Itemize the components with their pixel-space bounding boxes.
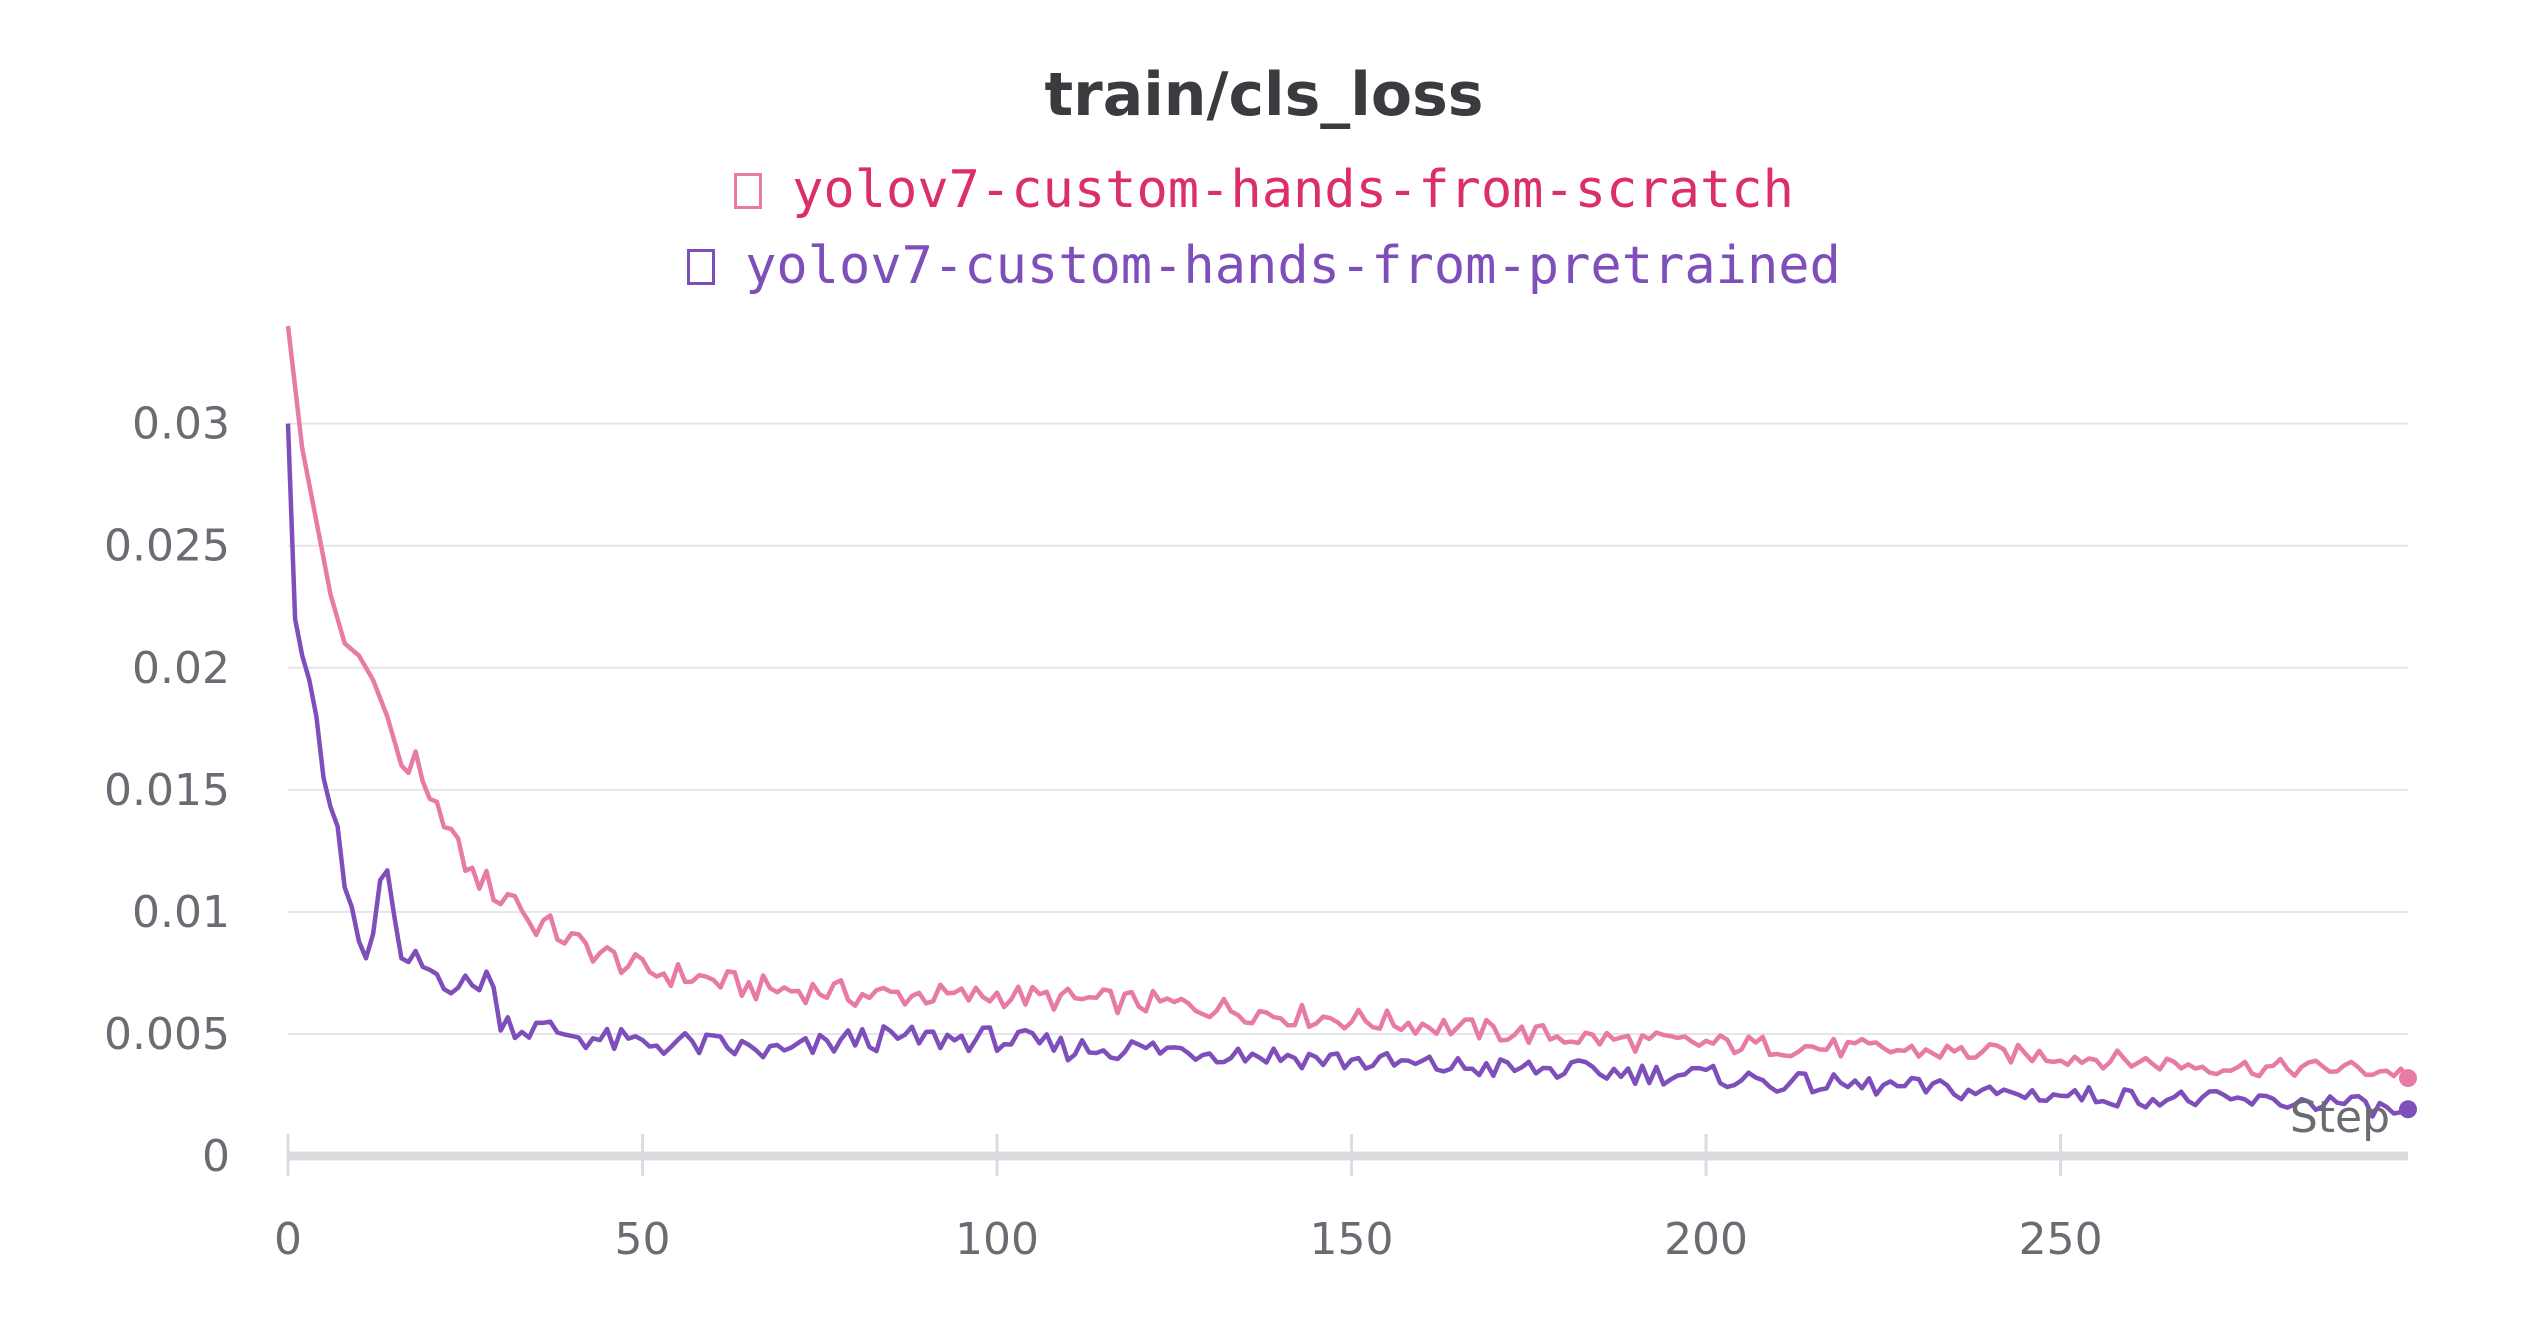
legend-swatch-pretrained [687, 249, 716, 285]
x-tick-label: 50 [615, 1214, 671, 1265]
end-point-pretrained [2399, 1100, 2417, 1119]
y-tick-label: 0.03 [132, 399, 230, 450]
x-tick-label: 0 [274, 1214, 302, 1265]
legend-label-pretrained: yolov7-custom-hands-from-pretrained [745, 236, 1841, 296]
y-tick-label: 0.015 [104, 765, 230, 816]
series-line-pretrained [285, 423, 2409, 1119]
y-tick-label: 0.02 [132, 643, 230, 694]
x-tick-label: 150 [1310, 1214, 1394, 1265]
y-tick-label: 0.005 [104, 1009, 230, 1060]
x-tick-label: 100 [955, 1214, 1039, 1265]
legend-label-scratch: yolov7-custom-hands-from-scratch [792, 160, 1794, 220]
legend-swatch-scratch [734, 173, 763, 209]
x-tick-label: 250 [2019, 1214, 2103, 1265]
legend-item-scratch[interactable]: yolov7-custom-hands-from-scratch [0, 160, 2528, 220]
legend-item-pretrained[interactable]: yolov7-custom-hands-from-pretrained [0, 236, 2528, 296]
x-tick-label: 200 [1664, 1214, 1748, 1265]
y-tick-label: 0 [202, 1131, 230, 1182]
y-tick-label: 0.025 [104, 521, 230, 572]
y-tick-label: 0.01 [132, 887, 230, 938]
end-point-scratch [2399, 1069, 2417, 1088]
chart-title: train/cls_loss [1044, 60, 1484, 130]
series-line-scratch [285, 325, 2410, 1080]
x-axis-title: Step [2290, 1092, 2390, 1143]
